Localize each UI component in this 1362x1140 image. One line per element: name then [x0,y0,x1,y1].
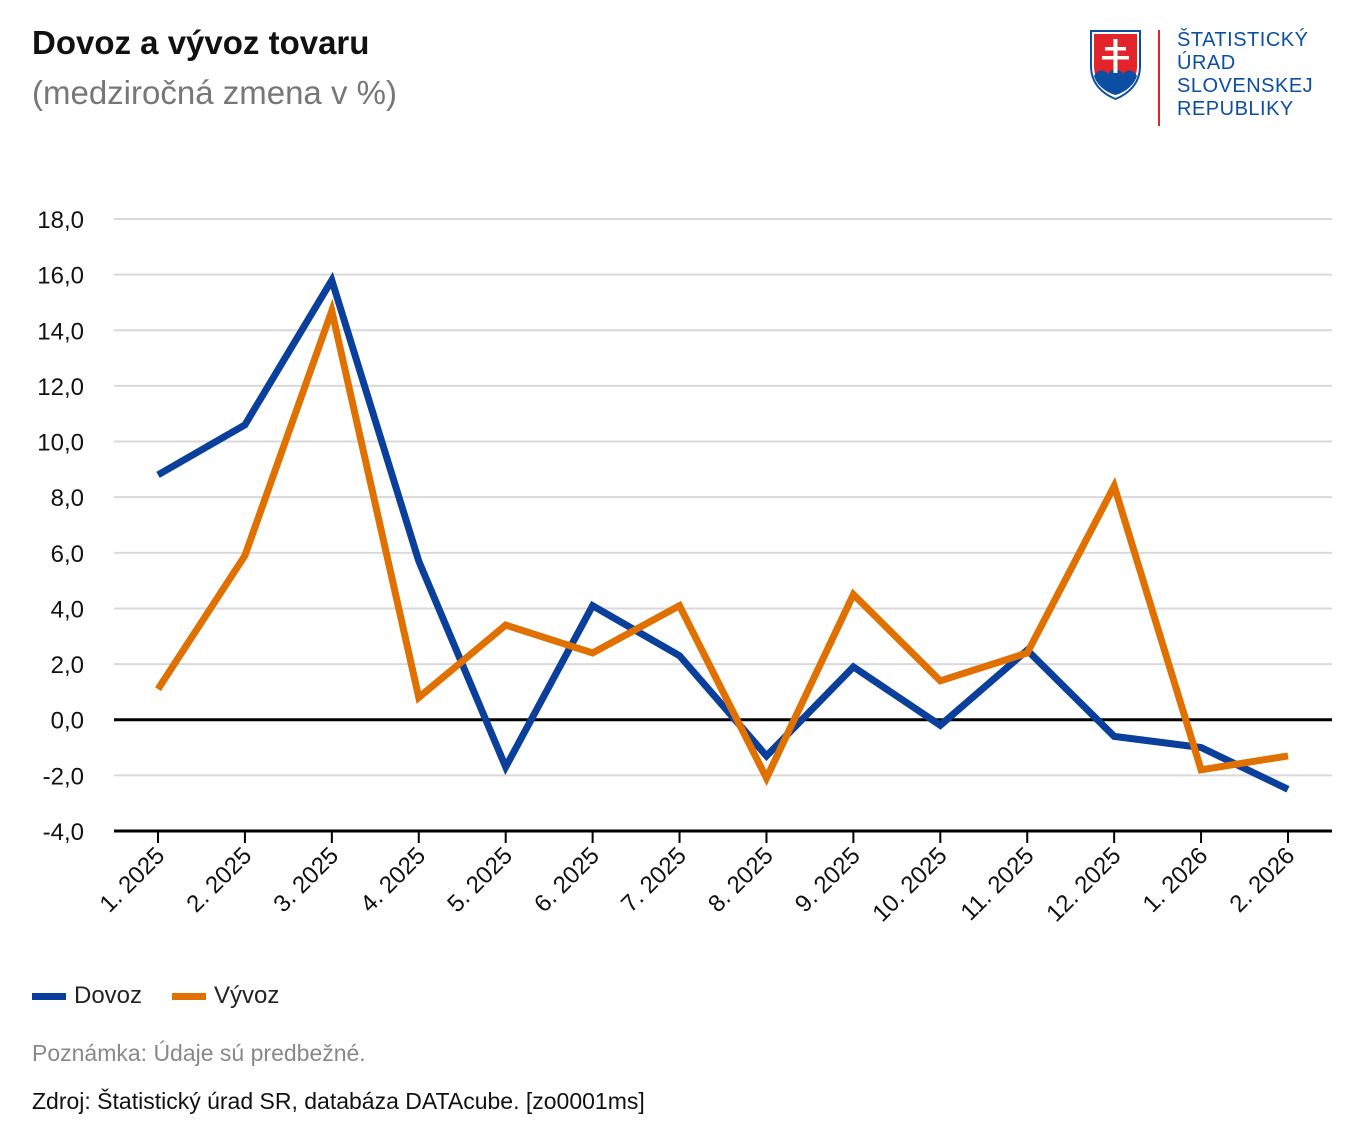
x-tick-label: 2. 2025 [181,842,257,918]
statistical-office-logo [1090,30,1141,101]
y-tick-label: 14,0 [37,318,84,345]
chart-subtitle: (medziročná zmena v %) [32,74,397,111]
logo-line: SLOVENSKEJ [1177,75,1314,97]
coat-of-arms-icon [1090,30,1141,101]
x-tick-label: 1. 2026 [1138,842,1214,918]
legend: Dovoz Vývoz [32,980,309,1012]
logo-divider [1158,30,1160,126]
y-tick-label: 2,0 [51,652,84,679]
y-tick-label: 0,0 [51,708,84,735]
y-tick-label: 10,0 [37,430,84,457]
legend-swatch-vyvoz [172,992,207,1000]
y-tick-label: 18,0 [37,207,84,234]
logo-line: REPUBLIKY [1177,98,1294,120]
y-tick-label: -2,0 [43,763,84,790]
x-tick-label: 9. 2025 [790,842,866,918]
y-tick-label: 6,0 [51,541,84,568]
y-tick-label: -4,0 [43,819,84,846]
logo-line: ÚRAD [1177,52,1236,74]
x-tick-label: 11. 2025 [956,842,1040,926]
x-tick-label: 5. 2025 [442,842,518,918]
y-tick-label: 8,0 [51,485,84,512]
legend-item-vyvoz: Vývoz [172,982,279,1010]
y-tick-label: 16,0 [37,263,84,290]
source-line: Zdroj: Štatistický úrad SR, databáza DAT… [32,1088,645,1114]
y-tick-label: 12,0 [37,374,84,401]
footnote: Poznámka: Údaje sú predbežné. [32,1040,366,1066]
x-tick-label: 12. 2025 [1041,842,1126,927]
legend-swatch-dovoz [32,992,66,1000]
legend-label-dovoz: Dovoz [74,982,143,1009]
logo-line: ŠTATISTICKÝ [1177,29,1309,51]
logo-text: ŠTATISTICKÝ ÚRAD SLOVENSKEJ REPUBLIKY [1177,29,1313,121]
y-tick-label: 4,0 [51,596,84,623]
x-tick-label: 10. 2025 [867,842,952,927]
x-tick-label: 6. 2025 [529,842,605,918]
chart-title: Dovoz a vývoz tovaru [32,24,370,61]
x-tick-label: 3. 2025 [268,842,344,918]
series-line-dovoz [156,271,1290,793]
series-line-vyvoz [155,298,1289,787]
x-tick-label: 7. 2025 [616,842,692,918]
x-tick-label: 4. 2025 [355,842,431,918]
x-tick-label: 1. 2025 [95,842,171,918]
legend-label-vyvoz: Vývoz [214,982,280,1009]
x-tick-label: 2. 2026 [1225,842,1301,918]
legend-item-dovoz: Dovoz [32,982,142,1010]
x-tick-label: 8. 2025 [703,842,779,918]
